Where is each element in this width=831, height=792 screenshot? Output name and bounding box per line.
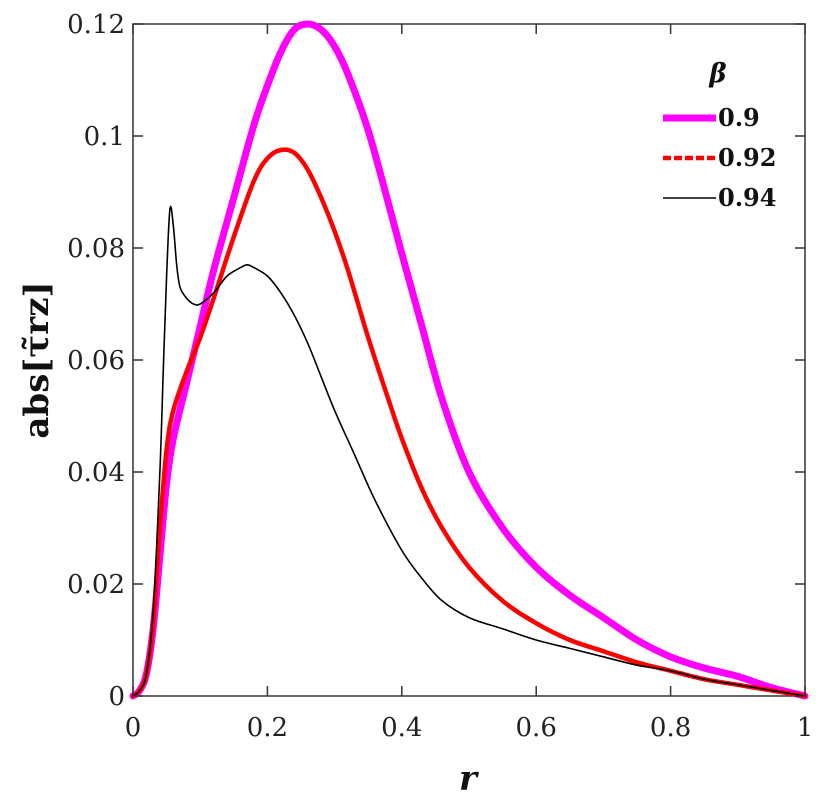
y-tick-label: 0.04 [67,458,125,488]
x-tick-label: 0.2 [247,713,288,743]
y-tick-label: 0.08 [67,234,125,264]
legend-label: 0.92 [718,143,776,172]
x-tick-label: 0.6 [516,713,557,743]
x-tick-label: 0.4 [381,713,422,743]
legend-items: 0.9 0.92 0.94 [663,103,776,212]
x-tick-label: 0.8 [650,713,691,743]
series-line-0-9 [129,20,809,700]
y-tick-label: 0.06 [67,346,125,376]
y-axis-title-text: abs[τ̃rz] [17,281,57,438]
plot-area: 0 0.2 0.4 0.6 0.8 1 0 0.02 0.04 0.06 0.08 0.1 0.12 [67,10,813,743]
legend-label: 0.94 [718,183,776,212]
y-tick-label: 0.02 [67,570,125,600]
y-axis-title: abs[τ̃rz] [17,281,57,438]
series-line-0-94 [132,205,806,697]
y-tick-label: 0 [108,682,125,712]
x-axis-title: r [459,759,479,792]
legend-label: 0.9 [718,103,760,132]
y-tick-label: 0.12 [67,10,125,40]
series-layer [129,20,809,700]
legend-title: β [708,59,726,89]
y-tick-label: 0.1 [84,122,125,152]
x-tick-label: 0 [125,713,142,743]
legend: β 0.9 0.92 0.94 [663,59,776,212]
plot-frame [132,23,806,697]
series-line-0-92 [130,147,808,699]
x-tick-label: 1 [797,713,814,743]
ticks-layer: 0 0.2 0.4 0.6 0.8 1 0 0.02 0.04 0.06 0.08 0.1 0.12 [67,10,813,743]
